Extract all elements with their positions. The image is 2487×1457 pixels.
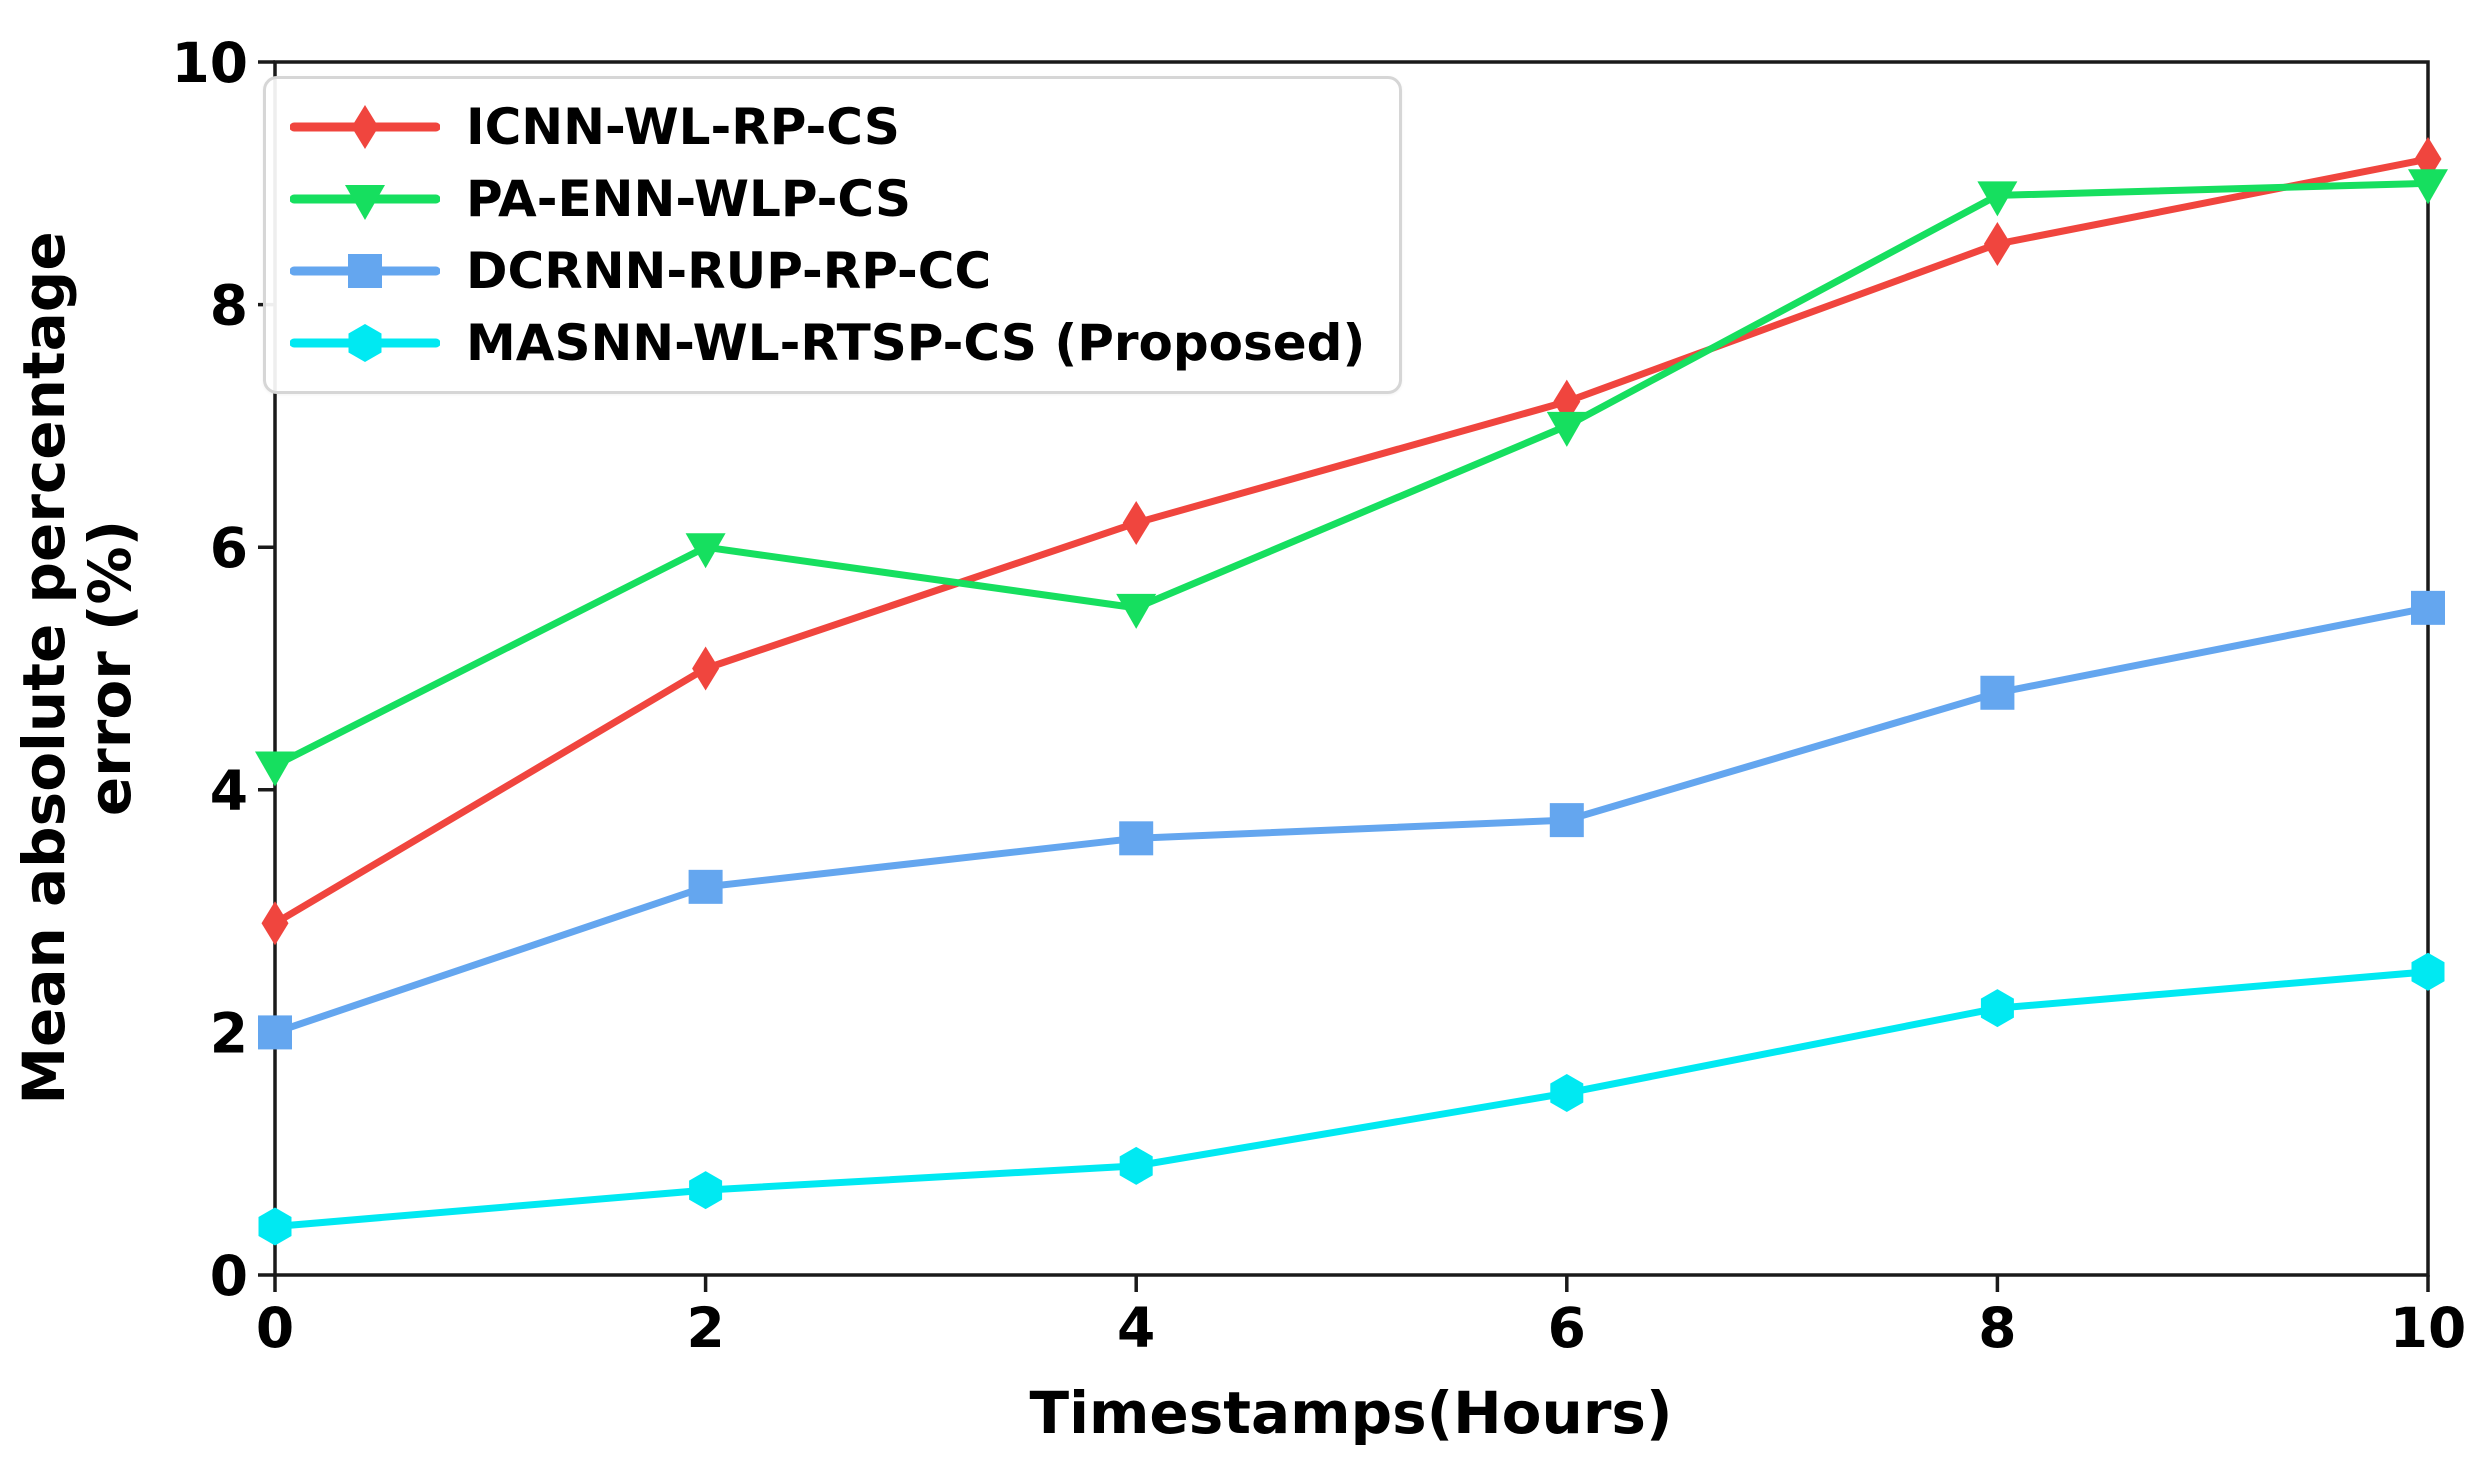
axes-group: 0 2 4 6 8 10 0 2 4 6 8 10 [171,31,2466,1360]
x-tick-label: 6 [1548,1296,1586,1360]
triangle-down-swatch-icon [290,185,440,220]
data-point-marker [261,901,289,946]
data-point-marker [688,869,723,904]
plot-border [273,60,2430,1277]
y-tick-label: 6 [210,516,248,580]
series-line [271,155,2432,927]
data-point-marker [258,1015,292,1050]
series-line [271,604,2432,1036]
y-tick-label: 4 [210,759,248,823]
legend-label: MASNN-WL-RTSP-CS (Proposed) [466,314,1366,372]
data-point-marker [1980,675,2015,710]
series-pa-enn-wlp-cs [255,169,2448,787]
data-point-marker [2408,169,2448,205]
data-point-marker [2411,590,2445,625]
data-point-marker [1116,593,1157,629]
y-tick-label: 10 [171,31,248,95]
x-tick-label: 4 [1117,1296,1155,1360]
square-swatch-icon [290,254,440,288]
data-point-marker [1977,181,2018,217]
data-point-marker [1119,821,1154,856]
data-point-marker [689,1171,723,1210]
data-point-marker [1550,1074,1584,1113]
data-point-marker [685,533,726,569]
series-line [271,179,2432,770]
data-point-marker [1549,803,1584,838]
x-tick-label: 2 [686,1296,724,1360]
legend: ICNN-WL-RP-CS PA-ENN-WLP-CS DCRNN-RUP-RP-C… [263,76,1403,394]
hexagon-swatch-icon [290,324,440,362]
data-point-marker [1119,1146,1153,1185]
legend-item: DCRNN-RUP-RP-CC [290,235,1365,307]
data-point-marker [348,254,382,288]
legend-item: PA-ENN-WLP-CS [290,163,1365,235]
x-tick-label: 0 [256,1296,294,1360]
x-tick-label: 10 [2390,1296,2467,1360]
y-tick-label: 2 [210,1001,248,1065]
legend-label: DCRNN-RUP-RP-CC [466,242,992,300]
legend-label: ICNN-WL-RP-CS [466,98,900,156]
data-point-marker [1122,500,1150,545]
data-point-marker [2411,952,2445,991]
y-axis-label-line1: Mean absolute percentage [10,231,78,1104]
data-point-marker [1983,221,2011,266]
data-point-marker [255,751,295,787]
thin-diamond-swatch-icon [290,105,440,149]
y-tick-label: 0 [210,1244,248,1308]
x-axis-label: Timestamps(Hours) [1030,1379,1673,1447]
y-tick-label: 8 [210,274,248,338]
data-point-marker [258,1207,292,1246]
data-point-marker [345,185,385,220]
legend-label: PA-ENN-WLP-CS [466,170,912,228]
series-masnn-wl-rtsp-cs-proposed [258,952,2445,1246]
x-tick-label: 8 [1978,1296,2016,1360]
legend-item: ICNN-WL-RP-CS [290,91,1365,163]
data-point-marker [692,646,720,691]
data-point-marker [348,324,382,362]
legend-item: MASNN-WL-RTSP-CS (Proposed) [290,307,1365,379]
series-line [271,968,2432,1230]
series-group [255,137,2448,1246]
y-axis-label-line2: error (%) [76,520,144,816]
series-dcrnn-rup-rp-cc [258,590,2445,1050]
data-point-marker [1546,411,1587,447]
data-point-marker [351,105,379,149]
data-point-marker [1980,989,2014,1028]
